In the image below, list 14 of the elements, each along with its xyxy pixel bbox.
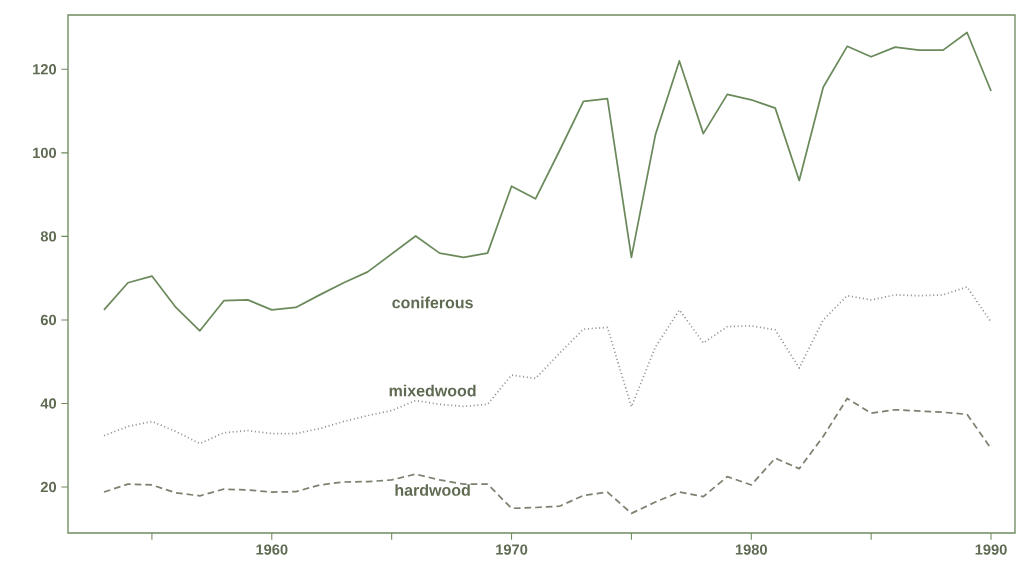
x-tick-label: 1980 bbox=[735, 544, 767, 555]
x-tick-label: 1970 bbox=[496, 544, 528, 555]
x-tick-label: 1960 bbox=[256, 544, 288, 555]
series-label: hardwood bbox=[395, 484, 470, 496]
y-tick-label: 100 bbox=[33, 147, 57, 159]
x-tick-label: 1990 bbox=[975, 544, 1007, 555]
y-tick-label: 120 bbox=[33, 64, 57, 75]
y-tick-label: 40 bbox=[40, 398, 57, 409]
series-label: mixedwood bbox=[389, 384, 476, 397]
y-tick-label: 20 bbox=[40, 481, 57, 493]
line-series bbox=[103, 286, 992, 445]
text: coniferous bbox=[392, 296, 473, 309]
y-tick-label: 60 bbox=[40, 314, 57, 326]
y-tick-label: 80 bbox=[40, 231, 57, 242]
